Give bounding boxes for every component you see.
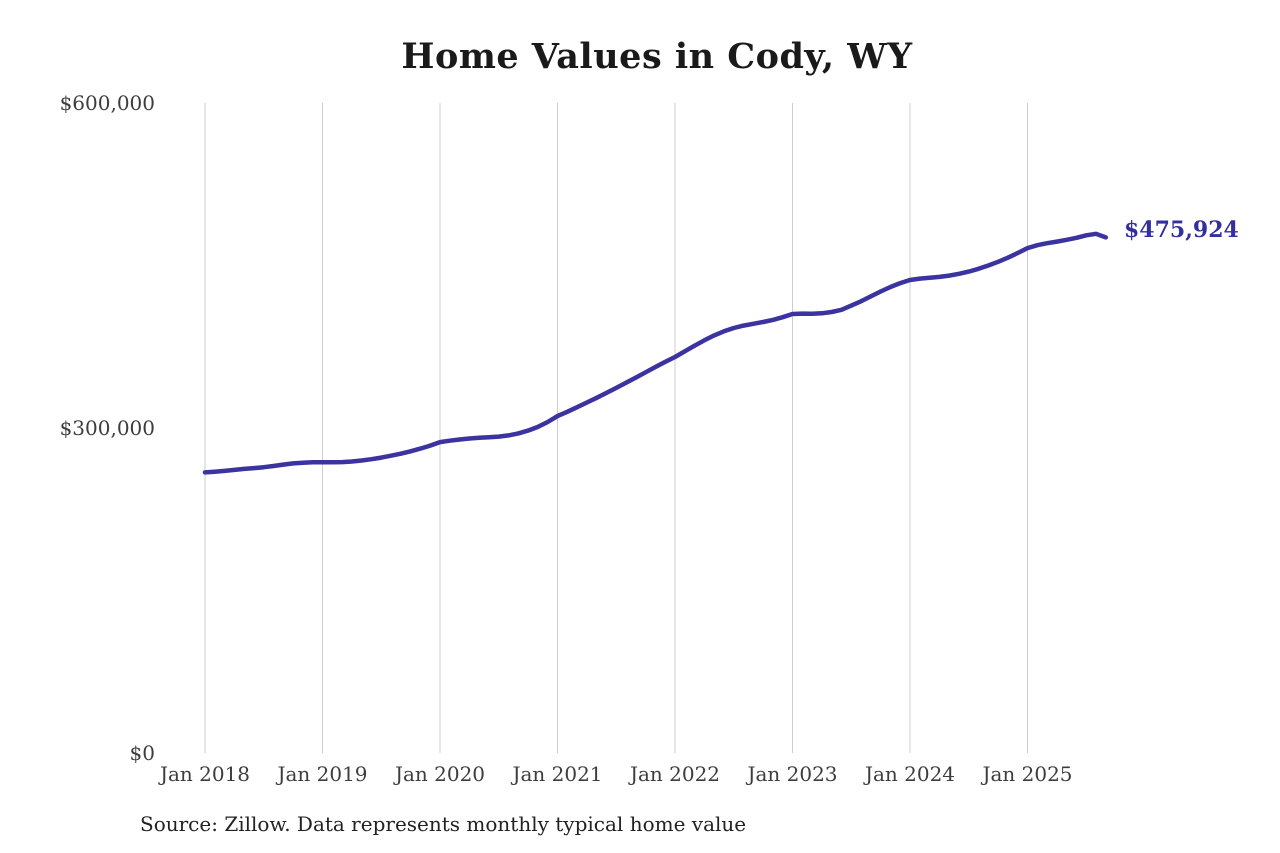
y-tick-label: $600,000 — [60, 91, 155, 115]
x-tick-label: Jan 2024 — [863, 762, 955, 786]
latest-value-label: $475,924 — [1124, 217, 1239, 243]
x-tick-label: Jan 2018 — [158, 762, 250, 786]
chart-title: Home Values in Cody, WY — [401, 36, 913, 77]
x-tick-label: Jan 2020 — [393, 762, 485, 786]
x-tick-label: Jan 2022 — [628, 762, 720, 786]
home-value-line — [202, 231, 1109, 475]
x-tick-label: Jan 2021 — [510, 762, 602, 786]
x-tick-label: Jan 2023 — [745, 762, 837, 786]
x-tick-label: Jan 2019 — [275, 762, 367, 786]
y-tick-label: $300,000 — [60, 416, 155, 440]
source-note: Source: Zillow. Data represents monthly … — [140, 812, 747, 836]
y-tick-label: $0 — [130, 741, 155, 765]
x-tick-label: Jan 2025 — [980, 762, 1072, 786]
